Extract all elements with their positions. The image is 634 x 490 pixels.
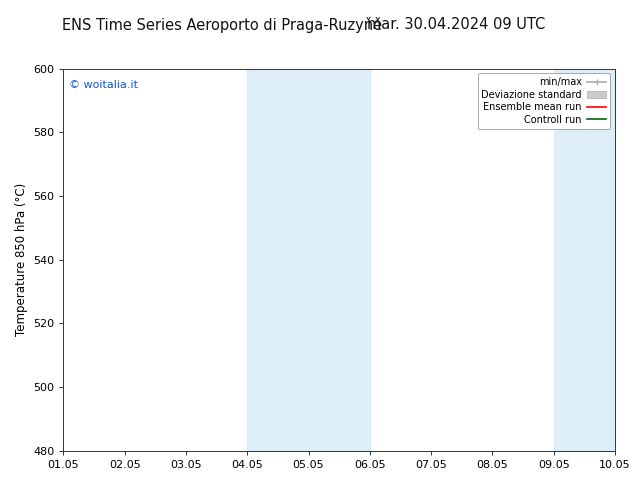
Bar: [553, 69, 634, 451]
Legend: min/max, Deviazione standard, Ensemble mean run, Controll run: min/max, Deviazione standard, Ensemble m…: [477, 74, 610, 128]
Text: © woitalia.it: © woitalia.it: [69, 80, 138, 90]
Bar: [247, 69, 370, 451]
Text: mar. 30.04.2024 09 UTC: mar. 30.04.2024 09 UTC: [367, 17, 546, 32]
Y-axis label: Temperature 850 hPa (°C): Temperature 850 hPa (°C): [15, 183, 27, 336]
Text: ENS Time Series Aeroporto di Praga-Ruzyňě: ENS Time Series Aeroporto di Praga-Ruzyň…: [62, 17, 382, 33]
